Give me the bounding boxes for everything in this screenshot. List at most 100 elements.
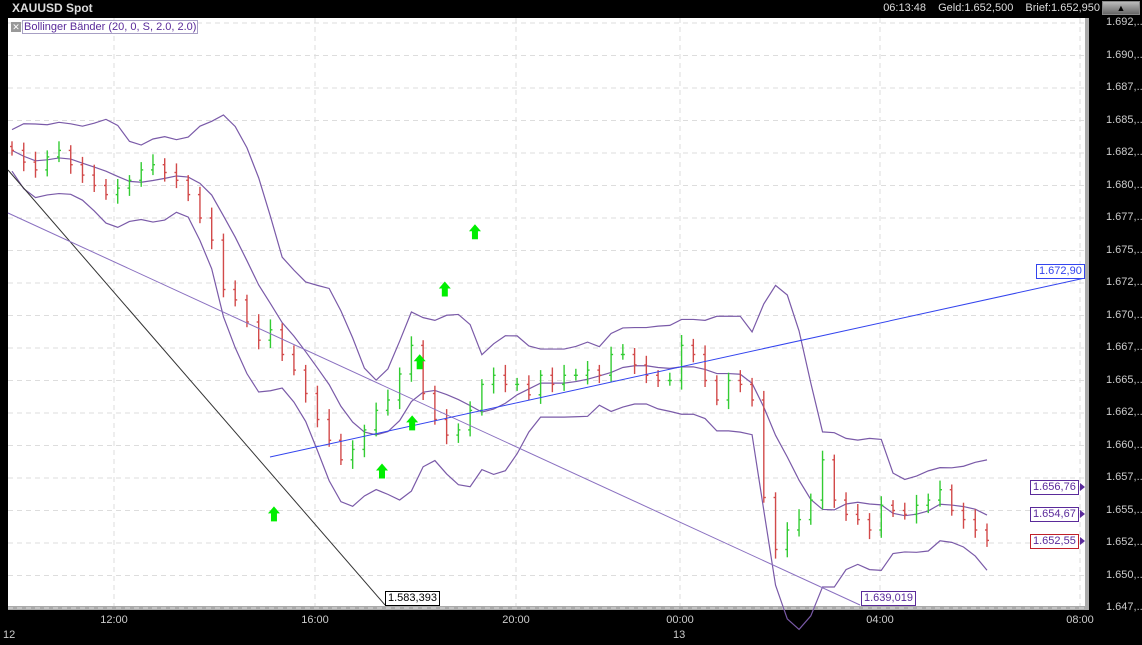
ohlc-bar	[221, 233, 226, 298]
ohlc-bar	[879, 496, 884, 538]
ohlc-bar	[550, 367, 555, 393]
ohlc-bar	[491, 367, 496, 394]
clock: 06:13:48	[883, 2, 927, 14]
ohlc-bar	[526, 375, 531, 400]
ohlc-bar	[667, 372, 672, 386]
date-label: 13	[673, 629, 686, 641]
ohlc-bar	[139, 162, 144, 187]
close-icon[interactable]: ✕	[11, 22, 21, 32]
ohlc-bar	[632, 348, 637, 374]
ohlc-bar	[33, 151, 38, 178]
ohlc-bar	[303, 364, 308, 403]
price-marker-icon	[1080, 483, 1085, 491]
x-tick-label: 00:00	[666, 614, 694, 626]
ohlc-bar	[233, 280, 238, 307]
price-marker-icon	[1080, 510, 1085, 518]
current-price-tag: 1.652,55	[1030, 534, 1079, 549]
y-tick-label: 1.662,..	[1106, 406, 1142, 418]
ohlc-bar	[280, 323, 285, 361]
y-tick-label: 1.682,..	[1106, 146, 1142, 158]
y-tick-label: 1.647,..	[1106, 601, 1142, 613]
y-tick-label: 1.692,..	[1106, 16, 1142, 28]
y-tick-label: 1.687,..	[1106, 81, 1142, 93]
title-bar: XAUUSD Spot 06:13:48 Geld:1.652,500 Brie…	[0, 0, 1142, 18]
trendline-price-tag: 1.672,90	[1036, 264, 1085, 279]
instrument-title: XAUUSD Spot	[12, 1, 93, 15]
ohlc-bar	[456, 423, 461, 443]
ohlc-bar	[679, 335, 684, 390]
ohlc-bar	[714, 375, 719, 406]
current-price-tag: 1.656,76	[1030, 480, 1079, 495]
scroll-up-button[interactable]: ▲	[1102, 1, 1140, 15]
ohlc-bar	[68, 145, 73, 174]
ohlc-bar	[620, 344, 625, 360]
trendline-price-tag: 1.583,393	[385, 591, 440, 606]
ohlc-bar	[726, 372, 731, 410]
ohlc-bar	[985, 523, 989, 547]
ohlc-bar	[115, 179, 120, 204]
ohlc-bar	[338, 433, 343, 465]
ask-price: Brief:1.652,950	[1025, 2, 1100, 14]
ohlc-bar	[10, 141, 14, 156]
trendline	[7, 212, 861, 606]
buy-signal-arrow-icon	[438, 281, 451, 297]
ohlc-bar	[186, 175, 191, 202]
ohlc-bar	[844, 492, 849, 521]
ohlc-bar	[350, 440, 355, 469]
ohlc-bar	[797, 509, 802, 537]
x-tick-label: 20:00	[502, 614, 530, 626]
ohlc-bar	[902, 502, 907, 520]
ohlc-bar	[327, 409, 332, 447]
buy-signal-arrow-icon	[267, 506, 280, 522]
ohlc-bar	[820, 450, 825, 510]
ohlc-bar	[56, 141, 61, 163]
trendline-price-tag: 1.639,019	[861, 591, 916, 606]
y-tick-label: 1.672,..	[1106, 276, 1142, 288]
ohlc-bar	[515, 377, 520, 391]
ohlc-bar	[961, 502, 966, 529]
bollinger-lower	[11, 170, 988, 631]
x-tick-label: 08:00	[1066, 614, 1094, 626]
ohlc-bar	[750, 377, 755, 407]
buy-signal-arrow-icon	[468, 224, 481, 240]
ohlc-bar	[644, 355, 649, 384]
quote-status: 06:13:48 Geld:1.652,500 Brief:1.652,950	[874, 2, 1100, 14]
y-tick-label: 1.655,..	[1106, 503, 1142, 516]
x-tick-label: 12:00	[100, 614, 128, 626]
plot-area[interactable]	[8, 18, 1089, 610]
y-tick-label: 1.667,..	[1106, 341, 1142, 353]
ohlc-bar	[973, 509, 978, 538]
ohlc-bar	[127, 175, 132, 196]
ohlc-bar	[291, 345, 296, 376]
ohlc-bar	[949, 484, 954, 516]
y-tick-label: 1.675,..	[1106, 243, 1142, 256]
chevron-up-icon: ▲	[1116, 3, 1126, 13]
ohlc-bar	[867, 513, 872, 540]
y-tick-label: 1.657,..	[1106, 471, 1142, 483]
bollinger-upper	[11, 114, 988, 481]
ohlc-bar	[562, 364, 567, 391]
ohlc-bar	[761, 390, 766, 503]
ohlc-bar	[585, 361, 590, 385]
indicator-legend: ✕ Bollinger Bänder (20, 0, S, 2.0, 2.0)	[11, 20, 199, 34]
ohlc-bar	[92, 164, 97, 192]
ohlc-bar	[80, 156, 85, 183]
y-tick-label: 1.680,..	[1106, 178, 1142, 191]
ohlc-bar	[573, 368, 578, 381]
ohlc-bar	[773, 492, 778, 559]
ohlc-bar	[409, 336, 414, 382]
indicator-label[interactable]: Bollinger Bänder (20, 0, S, 2.0, 2.0)	[22, 20, 199, 34]
y-tick-label: 1.652,..	[1106, 536, 1142, 548]
ohlc-bar	[150, 154, 155, 176]
ohlc-bar	[197, 186, 202, 224]
buy-signal-arrow-icon	[376, 463, 388, 479]
buy-signal-arrow-icon	[406, 415, 419, 431]
ohlc-bar	[597, 364, 602, 384]
ohlc-bar	[244, 294, 249, 328]
trendline	[7, 169, 386, 606]
ohlc-bar	[468, 401, 473, 437]
bollinger-middle	[11, 149, 988, 517]
y-tick-label: 1.650,..	[1106, 568, 1142, 581]
buy-signal-arrow-icon	[413, 354, 426, 370]
ohlc-bar	[926, 493, 931, 514]
